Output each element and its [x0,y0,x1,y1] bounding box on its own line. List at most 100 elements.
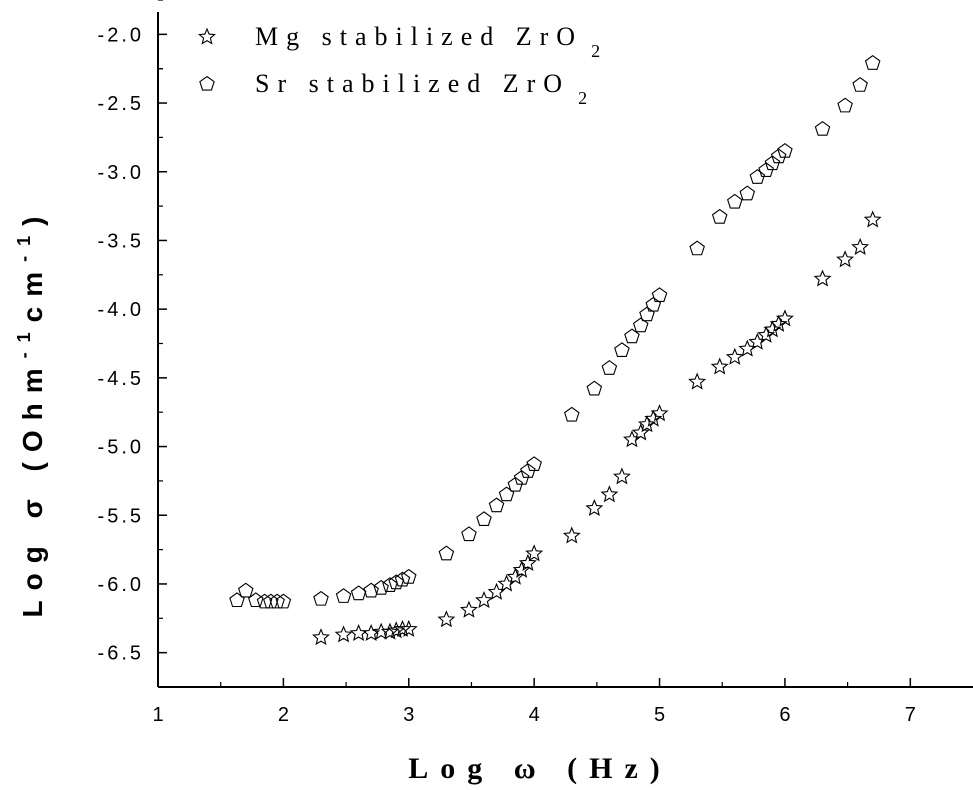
x-tick-label: 1 [152,704,163,726]
y-tick-label: -3.5 [98,230,144,252]
mg-point [644,409,663,427]
mg-point [518,553,537,571]
sr-point [498,486,515,502]
mg-point [312,628,330,646]
legend-sr-marker [199,75,215,91]
sr-point [394,571,411,587]
y-tick-label: -5.0 [98,437,144,459]
y-axis-title: Log σ (Ohm-1cm-1) [14,207,48,618]
mg-point [497,574,516,592]
sr-point [229,592,245,608]
y-axis-title-sup1: -1 [14,322,34,358]
mg-point [612,467,631,485]
y-axis-title-close: ) [17,207,48,226]
mg-point [748,332,767,350]
sr-point [382,577,398,592]
sr-point [476,511,492,526]
sr-point [601,360,618,375]
sr-point [350,585,367,601]
sr-point [777,142,793,158]
sr-point [373,579,389,595]
sr-point [749,169,766,184]
mg-point [459,600,478,618]
mg-point [437,610,456,628]
sr-point [313,590,329,606]
legend-sr-subscript: 2 [578,88,595,108]
sr-point [507,476,524,492]
mg-point [725,347,744,365]
mg-point [688,372,707,390]
mg-point [349,623,368,642]
x-tick-label: 5 [654,704,665,726]
sr-point [645,296,662,312]
axes [157,12,973,688]
mg-point [757,325,776,343]
mg-point [487,582,506,600]
x-tick-label: 4 [529,704,540,726]
sr-point [275,593,292,609]
sr-point [520,463,536,478]
sr-point [651,287,668,303]
mg-point [638,415,656,433]
sr-point [526,456,542,472]
sr-point [770,148,787,164]
mg-point [393,619,412,637]
y-tick-label: -4.0 [98,299,144,321]
x-tick-label: 7 [905,704,916,726]
sr-point [461,526,477,542]
sr-point [237,582,254,598]
mg-point [362,623,381,642]
mg-point [600,485,619,503]
sr-point [438,545,455,561]
sr-point [563,406,580,422]
sr-point [852,77,868,92]
sr-point [639,306,655,322]
y-tick-label: -5.5 [98,505,144,527]
mg-point [863,210,882,228]
mg-point [836,250,855,268]
sr-point [624,328,640,344]
y-tick-label: -4.5 [98,368,144,390]
sr-point [711,208,728,224]
mg-point [631,423,650,441]
sr-point [814,120,831,136]
mg-point [585,498,604,517]
mg-point [851,237,870,255]
y-axis-title-main: Log σ (Ohm [17,358,48,617]
mg-point [763,320,782,338]
mg-point [372,622,391,640]
legend-mg-label: Mg stabilized ZrO [255,22,583,51]
y-tick-label: -2.5 [98,93,144,115]
sr-point [739,185,756,201]
legend-mg-subscript: 2 [591,41,608,61]
x-tick-label: 2 [278,704,289,726]
mg-point [525,544,544,562]
sr-point [632,317,649,333]
x-ticks: 1 2 3 4 5 6 7 [152,678,916,726]
mg-point [334,625,353,643]
mg-point [710,357,729,375]
legend-sr-label: Sr stabilized ZrO [255,69,570,98]
sr-point [363,582,379,598]
sr-point [513,469,530,485]
sr-point [248,592,264,608]
mg-point [775,309,794,327]
mg-point [475,591,493,609]
y-ticks: -2.0 -2.5 -3.0 -3.5 -4.0 -4.5 -5.0 -5.5 -6.0 -6.5 [98,0,167,688]
x-tick-label: 6 [779,704,790,726]
mg-point [622,430,641,448]
y-axis-title-cm: cm [17,262,48,322]
sr-point [726,193,743,209]
y-axis-title-sup2: -1 [14,226,34,262]
mg-point [399,619,418,637]
sr-point [335,588,352,603]
sr-point [388,574,405,590]
mg-point [813,269,832,287]
y-tick-label: -6.5 [98,643,144,665]
mg-point [562,526,581,544]
y-tick-label: -3.0 [98,162,144,184]
sr-point [689,240,705,256]
legend: Mg stabilized ZrO 2 Sr stabilized ZrO 2 [198,22,608,108]
sr-point [764,155,781,171]
